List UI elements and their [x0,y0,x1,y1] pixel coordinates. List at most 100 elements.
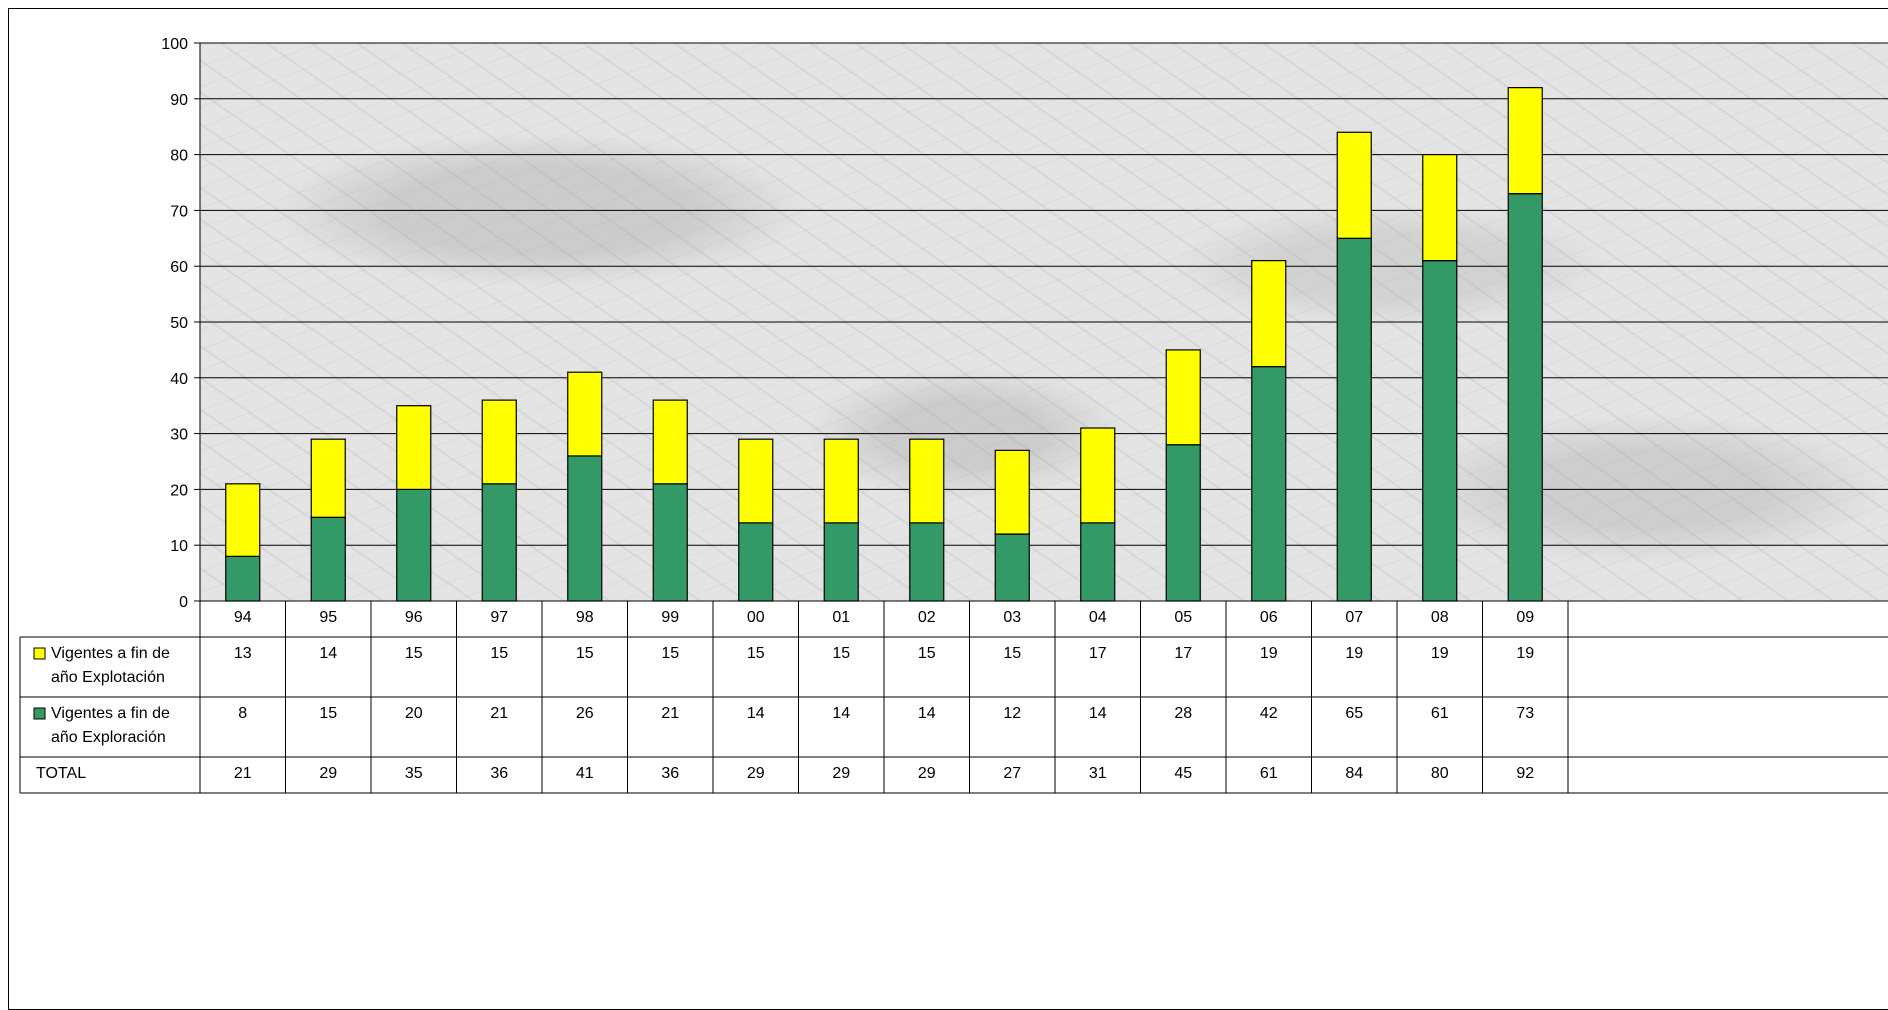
data-label: 73 [1516,705,1534,722]
bar-explotacion [1422,154,1458,262]
data-label: 14 [1089,705,1107,722]
data-label: 28 [1174,705,1192,722]
table-row-label: Vigentes a fin de [51,705,170,722]
data-label: 19 [1260,645,1278,662]
data-label: 15 [405,645,423,662]
x-tick-label: 01 [832,609,850,626]
y-tick-label: 10 [170,538,188,555]
data-label: 12 [1003,705,1021,722]
data-label: 13 [234,645,252,662]
y-tick-label: 90 [170,92,188,109]
x-tick-label: 02 [918,609,936,626]
data-label: 15 [832,645,850,662]
data-label: 92 [1516,765,1534,782]
data-label: 45 [1174,765,1192,782]
data-label: 17 [1174,645,1192,662]
bar-explotacion [823,438,859,524]
data-label: 35 [405,765,423,782]
x-tick-label: 06 [1260,609,1278,626]
x-tick-label: 09 [1516,609,1534,626]
bar-explotacion [481,399,517,485]
y-tick-label: 100 [161,36,188,53]
table-row-label: TOTAL [36,765,86,782]
bar-explotacion [396,405,432,491]
bar-explotacion [225,483,261,557]
x-tick-label: 08 [1431,609,1449,626]
bar-exploracion [1080,522,1116,602]
y-tick-label: 50 [170,315,188,332]
x-tick-label: 03 [1003,609,1021,626]
data-label: 17 [1089,645,1107,662]
x-tick-label: 00 [747,609,765,626]
y-tick-label: 0 [179,594,188,611]
data-label: 65 [1345,705,1363,722]
data-label: 27 [1003,765,1021,782]
data-label: 15 [747,645,765,662]
x-tick-label: 94 [234,609,252,626]
bar-exploracion [567,455,603,602]
data-label: 21 [490,705,508,722]
data-label: 15 [490,645,508,662]
bar-exploracion [396,488,432,602]
data-label: 29 [832,765,850,782]
data-label: 15 [661,645,679,662]
bar-exploracion [652,483,688,602]
data-label: 19 [1516,645,1534,662]
y-tick-label: 20 [170,482,188,499]
bar-explotacion [994,449,1030,535]
data-label: 20 [405,705,423,722]
data-label: 15 [576,645,594,662]
data-label: 84 [1345,765,1363,782]
x-tick-label: 98 [576,609,594,626]
bar-exploracion [1507,193,1543,602]
bar-explotacion [909,438,945,524]
y-tick-label: 40 [170,371,188,388]
bar-explotacion [567,371,603,457]
data-label: 21 [234,765,252,782]
table-row-label: año Explotación [51,669,165,686]
bar-exploracion [225,555,261,602]
bar-exploracion [481,483,517,602]
data-label: 15 [918,645,936,662]
data-label: 19 [1345,645,1363,662]
data-label: 19 [1431,645,1449,662]
data-label: 41 [576,765,594,782]
x-tick-label: 95 [319,609,337,626]
bar-explotacion [1336,131,1372,239]
bar-exploracion [1165,444,1201,602]
x-tick-label: 04 [1089,609,1107,626]
bar-explotacion [652,399,688,485]
data-label: 15 [1003,645,1021,662]
data-label: 31 [1089,765,1107,782]
bar-exploracion [1422,260,1458,602]
data-label: 61 [1260,765,1278,782]
data-label: 80 [1431,765,1449,782]
bar-exploracion [823,522,859,602]
bar-exploracion [1251,366,1287,602]
data-label: 29 [319,765,337,782]
bar-explotacion [1251,260,1287,368]
y-tick-label: 80 [170,148,188,165]
data-label: 36 [490,765,508,782]
data-label: 14 [918,705,936,722]
legend-swatch [33,707,46,720]
data-label: 8 [238,705,247,722]
data-label: 42 [1260,705,1278,722]
data-label: 36 [661,765,679,782]
bar-explotacion [1165,349,1201,446]
x-tick-label: 07 [1345,609,1363,626]
y-tick-label: 70 [170,203,188,220]
data-label: 29 [918,765,936,782]
bar-explotacion [1507,87,1543,195]
bar-exploracion [738,522,774,602]
data-label: 14 [319,645,337,662]
bar-explotacion [738,438,774,524]
legend-swatch [33,647,46,660]
x-tick-label: 05 [1174,609,1192,626]
stacked-bar-chart: 0 10 20 30 40 50 60 70 80 90 100 94 95 96 97 98 99 00 01 02… [19,36,1888,794]
x-tick-label: 97 [490,609,508,626]
data-label: 14 [747,705,765,722]
data-label: 14 [832,705,850,722]
bar-exploracion [994,533,1030,602]
bar-exploracion [1336,237,1372,602]
